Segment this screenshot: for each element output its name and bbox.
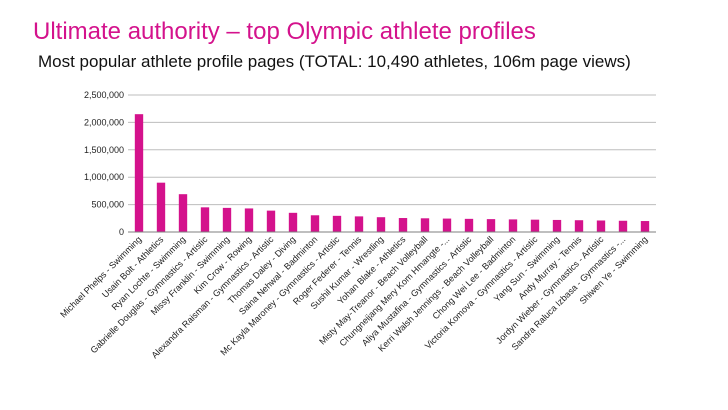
bar xyxy=(464,218,474,232)
bar xyxy=(266,210,276,232)
bar xyxy=(288,212,298,232)
y-tick-label: 2,000,000 xyxy=(84,117,124,127)
y-tick-label: 1,500,000 xyxy=(84,145,124,155)
bar xyxy=(222,207,232,232)
y-axis-ticks: 0 500,000 1,000,000 1,500,000 2,000,000 2,500… xyxy=(84,90,124,237)
bar xyxy=(156,182,166,232)
gridlines xyxy=(128,94,656,206)
bar xyxy=(420,218,430,232)
bar xyxy=(332,215,342,232)
slide-subtitle: Most popular athlete profile pages (TOTA… xyxy=(38,52,631,71)
bar xyxy=(134,114,144,232)
bar xyxy=(530,219,540,232)
bar xyxy=(376,217,386,232)
bar xyxy=(200,207,210,232)
bar xyxy=(596,220,606,232)
y-tick-label: 1,000,000 xyxy=(84,172,124,182)
slide-title: Ultimate authority – top Olympic athlete… xyxy=(33,18,536,45)
y-tick-label: 2,500,000 xyxy=(84,90,124,100)
y-tick-label: 500,000 xyxy=(91,200,124,210)
bar xyxy=(310,215,320,232)
bar xyxy=(508,219,518,232)
y-tick-label: 0 xyxy=(119,227,124,237)
bars xyxy=(134,114,650,232)
bar xyxy=(552,219,562,232)
bar xyxy=(574,220,584,232)
bar xyxy=(244,208,254,232)
bar xyxy=(442,218,452,232)
bar xyxy=(354,216,364,232)
bar xyxy=(486,219,496,232)
bar xyxy=(640,221,650,232)
bar xyxy=(178,194,188,232)
bar xyxy=(618,220,628,232)
bar xyxy=(398,218,408,232)
